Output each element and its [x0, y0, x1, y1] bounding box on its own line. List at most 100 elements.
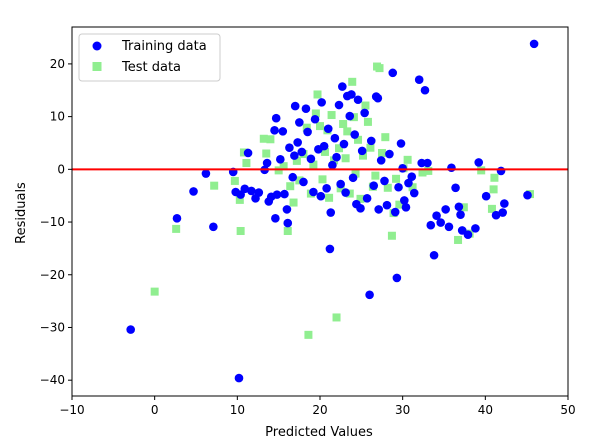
test-point-26 — [318, 175, 327, 184]
training-point-107 — [491, 210, 501, 220]
training-point-110 — [500, 199, 509, 208]
test-point-14 — [286, 182, 295, 191]
training-point-1 — [172, 214, 182, 223]
training-point-3 — [201, 169, 211, 178]
test-point-51 — [375, 64, 384, 73]
training-point-58 — [347, 90, 356, 99]
training-point-54 — [339, 139, 349, 149]
test-point-39 — [348, 77, 357, 86]
training-point-76 — [385, 149, 394, 159]
legend-training-label: Training data — [121, 39, 207, 54]
training-point-31 — [293, 138, 302, 147]
training-point-45 — [323, 124, 333, 134]
training-point-85 — [404, 178, 413, 188]
training-point-48 — [328, 160, 337, 170]
training-point-22 — [276, 155, 285, 164]
y-tick-label: 20 — [50, 57, 65, 71]
training-point-55 — [341, 188, 350, 197]
training-point-106 — [481, 191, 491, 201]
test-point-20 — [304, 330, 313, 339]
legend-box — [78, 33, 221, 82]
y-tick-label: 0 — [57, 162, 65, 176]
test-point-57 — [392, 174, 401, 183]
training-point-10 — [243, 148, 253, 158]
test-point-45 — [361, 101, 370, 110]
test-point-63 — [424, 166, 433, 175]
training-point-36 — [303, 127, 312, 137]
test-point-12 — [279, 162, 288, 171]
x-tick-label: 50 — [560, 403, 575, 417]
training-point-88 — [414, 75, 424, 85]
training-point-97 — [444, 222, 454, 232]
test-point-0 — [150, 287, 159, 296]
test-point-61 — [408, 183, 417, 192]
training-point-82 — [398, 163, 407, 173]
y-tick-label: −20 — [40, 268, 65, 282]
test-point-5 — [235, 195, 244, 204]
training-point-34 — [299, 177, 308, 187]
training-point-49 — [330, 133, 340, 143]
legend: Training data Test data — [78, 33, 221, 82]
training-point-53 — [338, 82, 347, 91]
x-axis-ticks: −10 0 10 20 30 40 50 — [59, 396, 576, 417]
test-point-42 — [354, 135, 363, 144]
training-point-93 — [429, 250, 439, 260]
training-point-98 — [447, 163, 456, 173]
training-point-23 — [278, 127, 288, 136]
test-point-70 — [490, 173, 499, 182]
training-point-60 — [350, 130, 360, 139]
training-point-43 — [319, 141, 329, 151]
x-tick-label: 40 — [478, 403, 493, 417]
training-point-92 — [426, 220, 436, 230]
training-point-33 — [297, 147, 307, 157]
training-point-77 — [388, 68, 398, 78]
test-point-67 — [477, 166, 486, 175]
test-point-54 — [383, 183, 392, 192]
test-point-11 — [274, 166, 283, 175]
training-point-90 — [420, 85, 430, 95]
y-tick-label: −30 — [40, 320, 65, 334]
x-tick-label: 10 — [230, 403, 245, 417]
legend-training-marker — [92, 41, 102, 51]
test-point-25 — [316, 122, 324, 131]
training-point-6 — [234, 373, 244, 383]
training-point-105 — [474, 158, 484, 167]
training-point-59 — [348, 173, 358, 183]
training-point-29 — [290, 151, 299, 160]
test-point-58 — [395, 200, 404, 209]
test-point-23 — [311, 109, 320, 118]
training-point-28 — [288, 172, 298, 182]
legend-test-marker — [92, 62, 102, 71]
test-point-15 — [289, 198, 298, 207]
test-point-65 — [459, 203, 468, 212]
training-point-62 — [353, 95, 363, 105]
y-tick-label: 10 — [50, 110, 65, 124]
test-point-10 — [266, 135, 275, 144]
test-point-69 — [489, 185, 498, 194]
training-data-points — [126, 39, 539, 383]
training-point-39 — [310, 114, 320, 124]
test-point-4 — [236, 227, 245, 236]
x-tick-label: 20 — [312, 403, 327, 417]
training-point-100 — [454, 202, 464, 212]
training-point-24 — [280, 189, 289, 199]
training-point-91 — [423, 158, 432, 168]
test-point-64 — [454, 235, 463, 244]
training-point-19 — [271, 214, 280, 223]
test-point-2 — [210, 181, 219, 190]
training-point-73 — [376, 156, 386, 165]
y-tick-label: −40 — [40, 373, 65, 387]
test-point-37 — [343, 127, 352, 136]
test-point-52 — [378, 148, 386, 157]
x-tick-label: 0 — [151, 403, 159, 417]
training-point-112 — [523, 190, 532, 200]
training-point-72 — [374, 205, 383, 214]
test-point-33 — [335, 144, 344, 153]
test-point-46 — [363, 117, 372, 126]
test-point-9 — [262, 149, 271, 158]
y-tick-label: −10 — [40, 215, 65, 229]
y-axis-label: Residuals — [14, 182, 29, 244]
training-point-67 — [365, 290, 374, 300]
test-point-7 — [242, 159, 251, 168]
